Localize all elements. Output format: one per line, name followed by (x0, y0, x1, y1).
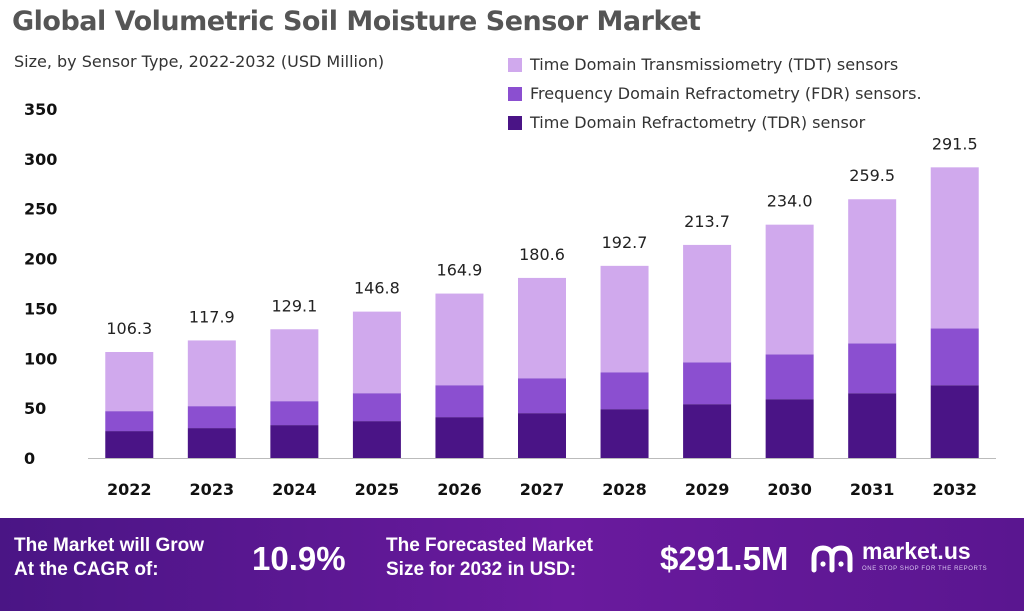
bar-segment (683, 244, 732, 363)
legend-item: Time Domain Refractometry (TDR) sensor (508, 108, 922, 137)
x-tick-label: 2022 (107, 480, 152, 499)
bar-total-label: 146.8 (354, 279, 400, 298)
forecast-label: The Forecasted Market Size for 2032 in U… (386, 534, 593, 582)
bar-total-label: 234.0 (767, 192, 813, 211)
x-tick-label: 2032 (932, 480, 977, 499)
legend-swatch (508, 86, 522, 101)
cagr-label-line-1: The Market will Grow (14, 535, 205, 556)
bar-segment (683, 362, 732, 405)
y-tick-label: 200 (24, 250, 57, 269)
legend-label: Frequency Domain Refractometry (FDR) sen… (530, 84, 922, 103)
forecast-label-line-1: The Forecasted Market (386, 535, 593, 556)
bar-segment (187, 428, 236, 458)
x-tick-label: 2023 (190, 480, 235, 499)
x-tick-label: 2026 (437, 480, 482, 499)
forecast-value: $291.5M (660, 540, 789, 577)
bar-total-label: 213.7 (684, 212, 730, 231)
bar-segment (352, 311, 401, 394)
y-tick-label: 0 (24, 449, 35, 468)
cagr-label-line-2: At the CAGR of: (14, 559, 159, 580)
market-us-logo-icon (811, 545, 853, 573)
x-tick-label: 2029 (685, 480, 730, 499)
bar-segment (187, 340, 236, 407)
bar-segment (435, 385, 484, 418)
bar-segment (930, 167, 979, 329)
bar-segment (187, 406, 236, 429)
bar-total-label: 117.9 (189, 307, 235, 326)
legend-item: Frequency Domain Refractometry (FDR) sen… (508, 79, 922, 108)
bar-segment (600, 409, 649, 458)
y-tick-label: 100 (24, 349, 57, 368)
bar-segment (848, 199, 897, 344)
x-tick-label: 2027 (520, 480, 565, 499)
y-tick-label: 50 (24, 399, 46, 418)
brand-name: market.us (862, 538, 971, 564)
legend-item: Time Domain Transmissiometry (TDT) senso… (508, 50, 922, 79)
cagr-label: The Market will Grow At the CAGR of: (14, 534, 204, 582)
bar-segment (518, 277, 566, 379)
bar-segment (270, 401, 319, 426)
bar-segment (765, 399, 814, 458)
x-tick-label: 2031 (850, 480, 895, 499)
bar-total-label: 291.5 (932, 134, 978, 153)
y-tick-label: 150 (24, 299, 57, 318)
bar-segment (105, 411, 154, 432)
footer-banner: The Market will Grow At the CAGR of: 10.… (0, 518, 1024, 611)
chart-subtitle: Size, by Sensor Type, 2022-2032 (USD Mil… (14, 52, 385, 71)
bar-segment (352, 393, 401, 422)
legend-swatch (508, 115, 522, 130)
legend-label: Time Domain Refractometry (TDR) sensor (530, 113, 866, 132)
bar-segment (930, 385, 979, 458)
bar-segment (435, 417, 484, 458)
bar-segment (270, 329, 319, 402)
forecast-label-line-2: Size for 2032 in USD: (386, 559, 577, 580)
bar-total-label: 164.9 (437, 261, 483, 280)
bar-segment (765, 224, 814, 355)
y-tick-label: 250 (24, 200, 57, 219)
bar-total-label: 129.1 (271, 296, 317, 315)
bar-segment (683, 404, 732, 458)
cagr-value: 10.9% (252, 540, 346, 577)
bar-segment (765, 354, 814, 400)
x-tick-label: 2030 (767, 480, 812, 499)
bar-segment (105, 352, 154, 412)
x-tick-label: 2025 (355, 480, 400, 499)
bar-segment (105, 431, 154, 458)
bar-segment (352, 421, 401, 458)
y-tick-label: 300 (24, 150, 57, 169)
bar-segment (600, 372, 649, 410)
bar-total-label: 192.7 (602, 233, 648, 252)
bar-total-label: 106.3 (106, 319, 152, 338)
legend-label: Time Domain Transmissiometry (TDT) senso… (530, 55, 899, 74)
bar-segment (435, 293, 484, 386)
bar-total-label: 180.6 (519, 245, 565, 264)
chart-title: Global Volumetric Soil Moisture Sensor M… (12, 6, 701, 37)
x-tick-label: 2024 (272, 480, 317, 499)
bar-segment (518, 413, 566, 458)
bar-total-label: 259.5 (849, 166, 895, 185)
bar-segment (848, 393, 897, 458)
bar-segment (270, 425, 319, 458)
bar-segment (518, 378, 566, 414)
chart-plot: 0 50 100 150 200 250 300 350 106.3 2022 117.9 2023 1… (24, 100, 996, 499)
chart-legend: Time Domain Transmissiometry (TDT) senso… (508, 50, 922, 137)
y-tick-label: 350 (24, 100, 57, 119)
legend-swatch (508, 57, 522, 72)
bar-segment (600, 265, 649, 373)
bar-segment (930, 328, 979, 386)
x-tick-label: 2028 (602, 480, 647, 499)
bar-segment (848, 343, 897, 394)
brand-tagline: ONE STOP SHOP FOR THE REPORTS (862, 566, 988, 572)
